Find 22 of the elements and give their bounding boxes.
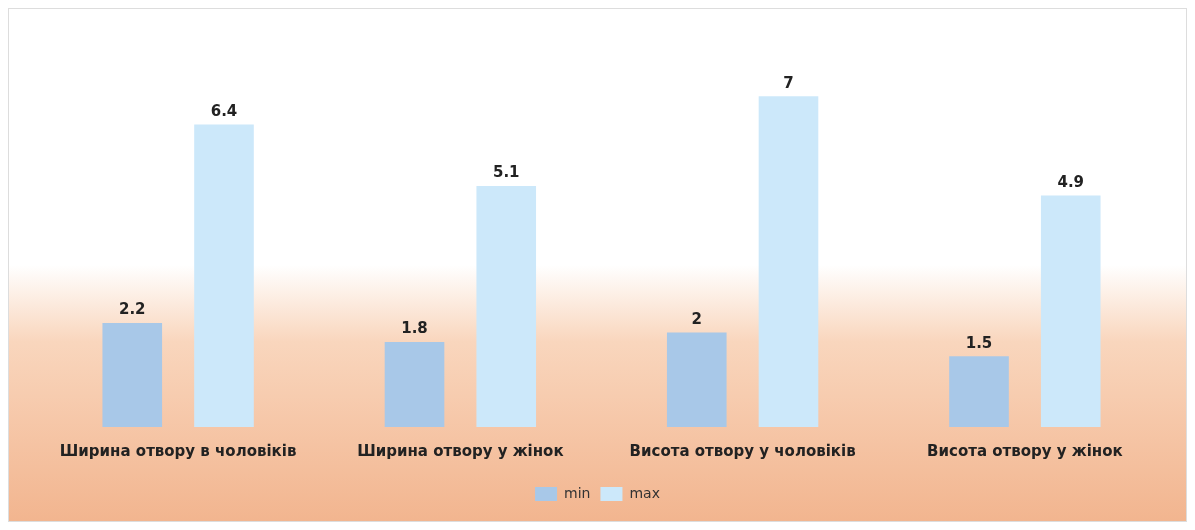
- bar: [102, 323, 163, 427]
- data-label: 6.4: [210, 101, 238, 120]
- bar: [666, 332, 727, 427]
- data-label: 2: [691, 309, 702, 328]
- legend-label: max: [629, 484, 660, 501]
- x-tick-label: Ширина отвору в чоловіків: [59, 441, 297, 460]
- bar: [949, 356, 1009, 427]
- data-label: 1.5: [965, 333, 993, 352]
- bar: [1040, 195, 1101, 427]
- bar: [384, 341, 445, 427]
- bar: [194, 124, 254, 427]
- bar: [476, 186, 537, 427]
- data-label: 1.8: [401, 319, 428, 338]
- data-label: 2.2: [118, 300, 146, 319]
- data-label: 5.1: [492, 163, 520, 182]
- data-label: 7: [783, 73, 794, 92]
- x-tick-label: Ширина отвору у жінок: [357, 441, 564, 460]
- legend-label: min: [564, 484, 591, 501]
- data-label: 4.9: [1057, 172, 1085, 191]
- x-tick-label: Висота отвору у чоловіків: [629, 441, 856, 460]
- x-tick-label: Висота отвору у жінок: [927, 441, 1123, 460]
- bar: [758, 96, 819, 427]
